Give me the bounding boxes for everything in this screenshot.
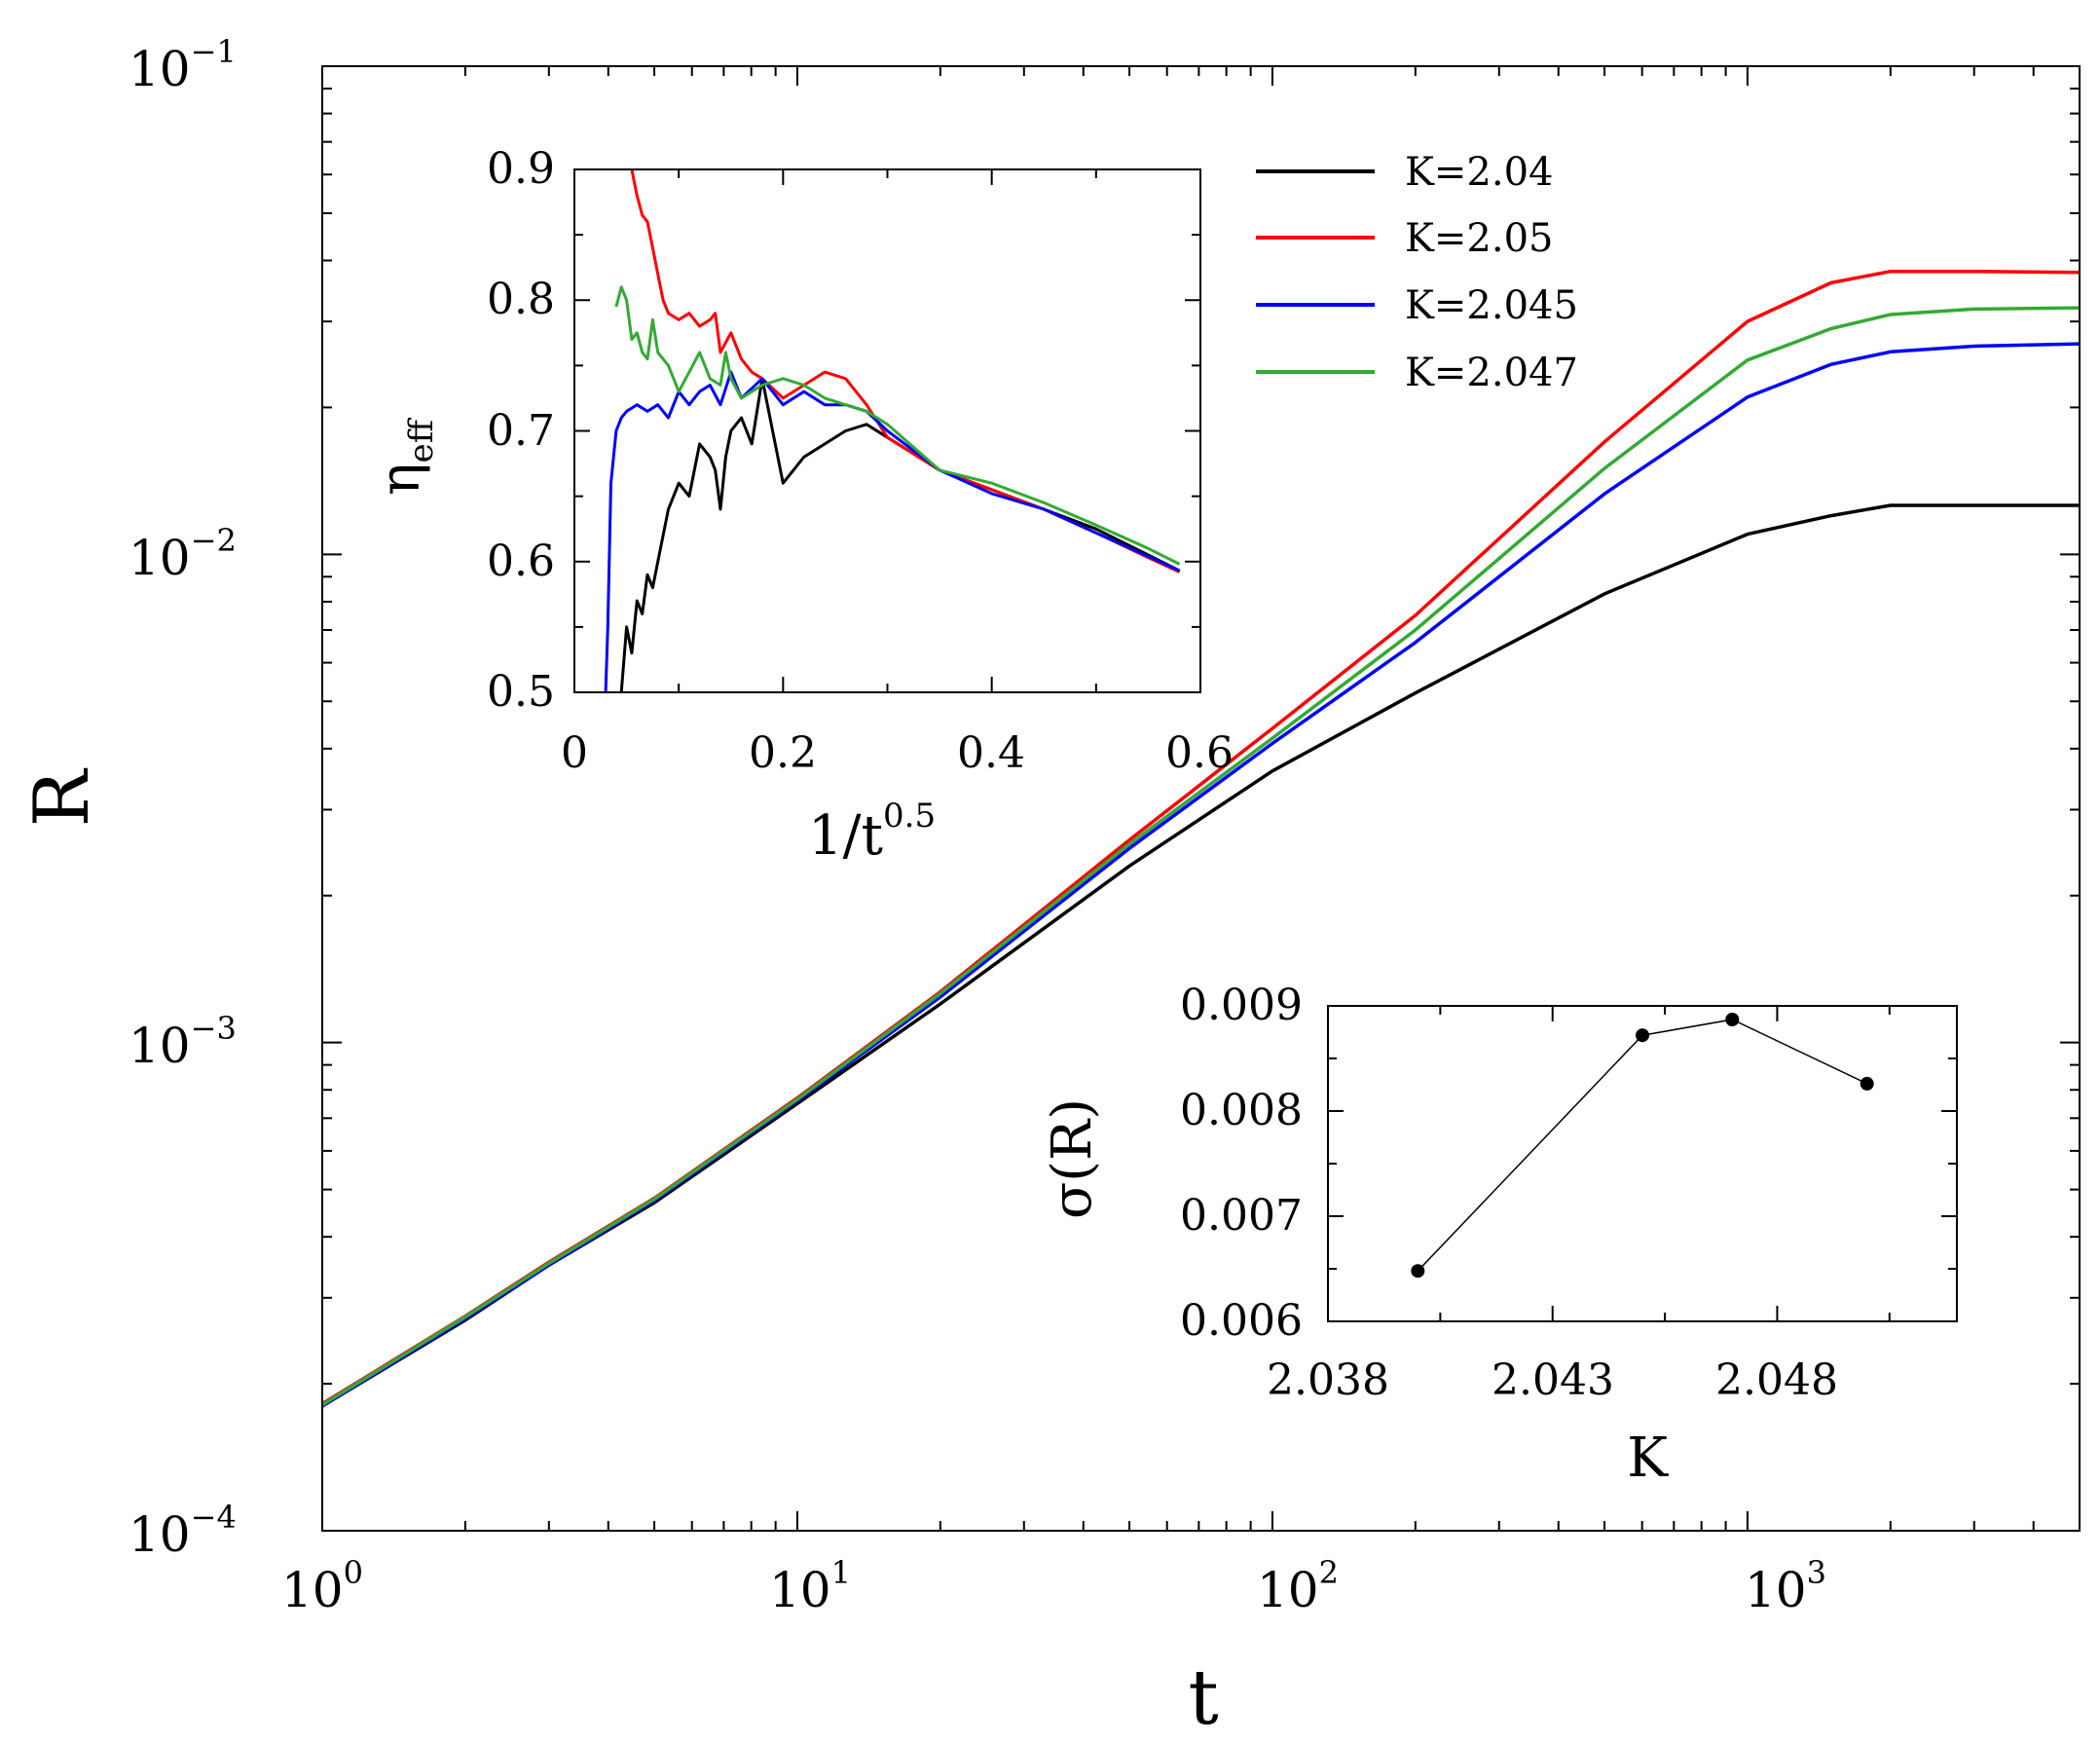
inset-eta-x-tick-label: 0	[561, 728, 588, 778]
inset-sigma-y-tick-label: 0.008	[1180, 1086, 1303, 1135]
legend-label: K=2.047	[1405, 351, 1578, 395]
data-point	[1636, 1028, 1649, 1043]
inset-eta-x-axis-label: 1/t0.5	[808, 797, 936, 868]
series-line	[614, 285, 1181, 566]
inset-sigma-frame	[1327, 1005, 1958, 1322]
main-y-tick-label: 10−2	[129, 522, 237, 586]
inset-sigma-x-tick-label: 2.043	[1492, 1355, 1614, 1405]
series-line	[321, 306, 2081, 1407]
inset-eta-y-tick-label: 0.8	[487, 275, 555, 324]
inset-eta-series	[604, 168, 1181, 693]
data-point	[1860, 1076, 1874, 1091]
inset-eta-y-tick-label: 0.7	[487, 406, 555, 456]
inset-sigma-series	[1411, 1013, 1874, 1279]
main-ticks	[321, 66, 2081, 1532]
inset-sigma-y-tick-label: 0.009	[1180, 981, 1303, 1030]
inset-sigma-x-axis-label: K	[1627, 1427, 1669, 1490]
main-y-tick-label: 10−1	[129, 33, 237, 97]
legend-label: K=2.05	[1405, 216, 1553, 261]
inset-eta-y-tick-label: 0.9	[487, 144, 555, 194]
inset-eta-y-axis-label: ηeff	[369, 417, 441, 496]
main-x-tick-label: 101	[769, 1554, 851, 1618]
main-y-tick-label: 10−3	[129, 1010, 237, 1074]
inset-sigma-y-tick-label: 0.007	[1180, 1191, 1303, 1241]
main-x-tick-label: 100	[281, 1554, 363, 1618]
inset-eta-x-tick-label: 0.2	[749, 728, 817, 778]
main-x-tick-label: 102	[1257, 1554, 1339, 1618]
main-x-tick-label: 103	[1745, 1554, 1826, 1618]
series-line	[604, 370, 1181, 693]
inset-eta-x-tick-label: 0.6	[1165, 728, 1234, 778]
inset-sigma-x-tick-label: 2.038	[1267, 1355, 1389, 1405]
inset-sigma-x-tick-label: 2.048	[1715, 1355, 1838, 1405]
inset-eta-y-tick-label: 0.5	[487, 667, 555, 717]
legend-label: K=2.04	[1405, 150, 1553, 195]
main-plot-frame	[321, 65, 2081, 1532]
data-point	[1411, 1264, 1425, 1279]
data-point	[1725, 1013, 1740, 1026]
main-series	[321, 269, 2081, 1408]
inset-sigma-y-tick-label: 0.006	[1180, 1296, 1303, 1346]
main-x-axis-label: t	[1188, 1654, 1218, 1742]
inset-sigma-chart: 2.038 2.043 2.048 0.006 0.007 0.008 0.00…	[1041, 981, 1958, 1490]
inset-eta-y-tick-label: 0.6	[487, 537, 555, 586]
main-y-tick-label: 10−4	[129, 1499, 237, 1563]
inset-eta-frame	[573, 168, 1201, 693]
legend-label: K=2.045	[1405, 283, 1578, 328]
main-chart: 100 101 102 103 10−4 10−3 10−2 10−1 t R …	[18, 33, 2081, 1742]
inset-sigma-background	[1328, 1006, 1957, 1321]
series-line	[1417, 1019, 1868, 1272]
legend: K=2.04 K=2.05 K=2.045 K=2.047	[1256, 150, 1578, 395]
inset-sigma-y-axis-label: σ(R)	[1041, 1098, 1104, 1219]
inset-eta-x-tick-label: 0.4	[957, 728, 1025, 778]
main-y-axis-label: R	[18, 767, 106, 827]
inset-eta-chart: 0 0.2 0.4 0.6 0.5 0.6 0.7 0.8 0.9 1/t0.5…	[369, 144, 1234, 868]
